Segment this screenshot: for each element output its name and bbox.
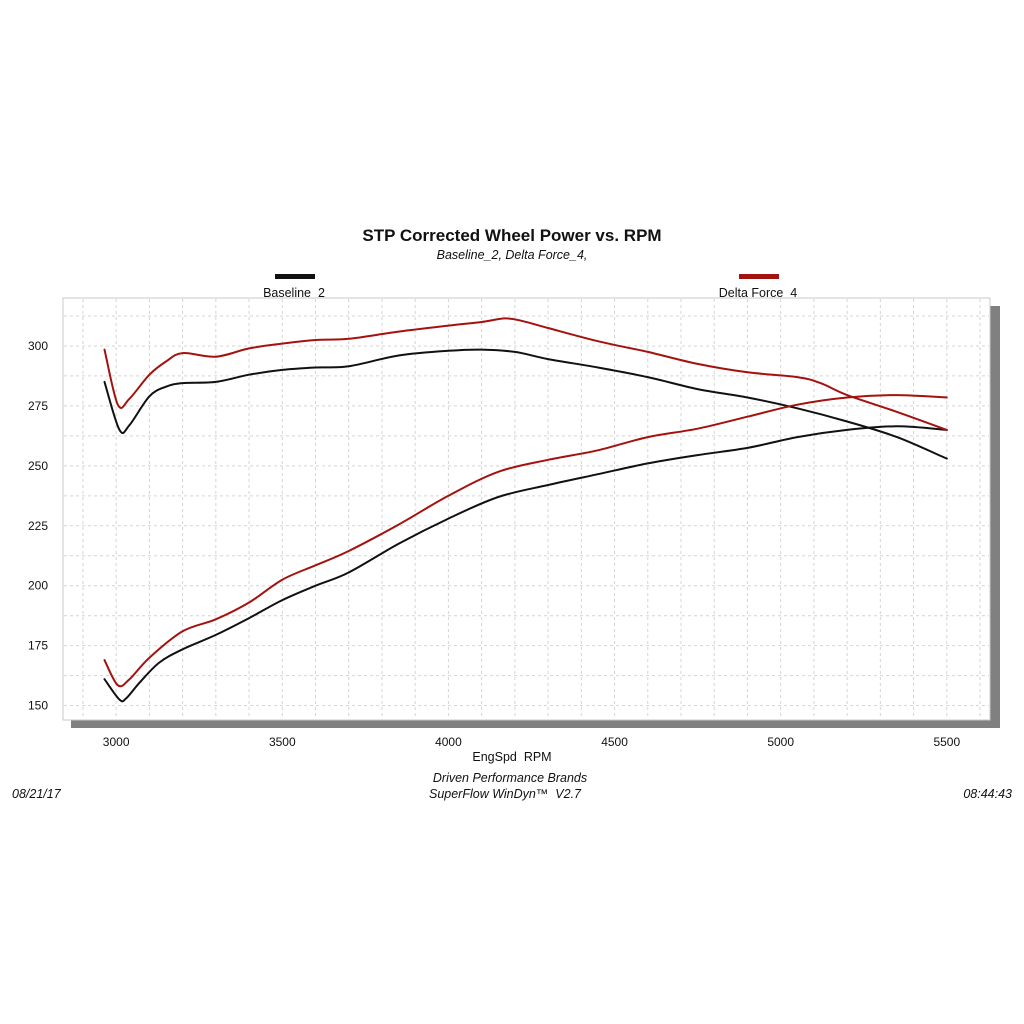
footer-software: SuperFlow WinDyn™ V2.7 (429, 787, 582, 801)
x-tick-label: 4500 (601, 735, 628, 749)
delta-force-4-lower-curve (103, 394, 948, 688)
footer-company: Driven Performance Brands (433, 771, 587, 785)
legend-label-delta-force-4: Delta Force_4 (719, 286, 798, 300)
y-axis-ticks: 150 175 200 225 250 275 300 (28, 339, 48, 713)
x-axis-ticks: 3000 3500 4000 4500 5000 5500 (103, 735, 961, 749)
y-tick-label: 150 (28, 699, 48, 713)
y-tick-label: 300 (28, 339, 48, 353)
chart-subtitle: Baseline_2, Delta Force_4, (437, 248, 588, 262)
x-tick-label: 5000 (767, 735, 794, 749)
y-tick-label: 275 (28, 399, 48, 413)
chart-title: STP Corrected Wheel Power vs. RPM (362, 226, 661, 245)
x-tick-label: 5500 (933, 735, 960, 749)
x-tick-label: 3000 (103, 735, 130, 749)
legend-label-baseline-2: Baseline_2 (263, 286, 325, 300)
baseline-2-upper-curve (103, 348, 948, 460)
x-axis-label: EngSpd RPM (472, 750, 551, 764)
plot-area (62, 297, 991, 721)
curves (103, 317, 948, 703)
y-tick-label: 175 (28, 639, 48, 653)
footer-time: 08:44:43 (963, 787, 1012, 801)
y-tick-label: 250 (28, 459, 48, 473)
legend: Baseline_2 Delta Force_4 (263, 274, 797, 300)
legend-swatch-delta-force-4 (739, 274, 779, 279)
y-tick-label: 200 (28, 579, 48, 593)
x-tick-label: 3500 (269, 735, 296, 749)
footer-date: 08/21/17 (12, 787, 62, 801)
baseline-2-lower-curve (103, 425, 948, 703)
delta-force-4-upper-curve (103, 317, 948, 431)
y-tick-label: 225 (28, 519, 48, 533)
legend-swatch-baseline-2 (275, 274, 315, 279)
x-tick-label: 4000 (435, 735, 462, 749)
